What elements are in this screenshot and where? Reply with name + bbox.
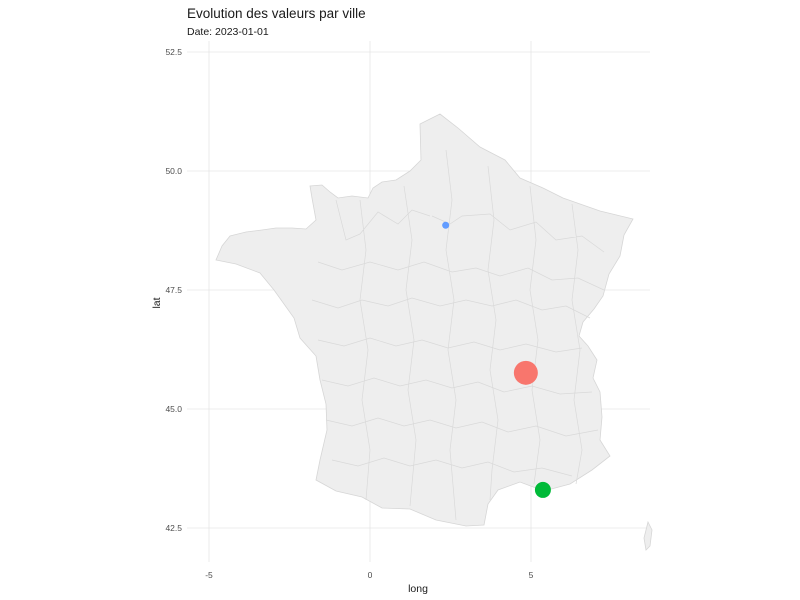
city-point	[534, 481, 551, 498]
y-tick-label: 47.5	[165, 285, 182, 295]
y-tick-label: 45.0	[165, 404, 182, 414]
department-borders	[311, 149, 605, 521]
x-tick-label: 5	[529, 570, 534, 580]
chart-title: Evolution des valeurs par ville	[187, 6, 366, 21]
points	[442, 221, 551, 498]
city-point	[442, 221, 450, 229]
y-axis-ticks: 42.5 45.0 47.5 50.0 52.5	[165, 47, 182, 533]
france-map	[215, 113, 653, 551]
y-tick-label: 52.5	[165, 47, 182, 57]
y-tick-label: 42.5	[165, 523, 182, 533]
city-point	[513, 360, 538, 385]
france-outline	[215, 113, 634, 527]
x-axis-ticks: -5 0 5	[205, 570, 533, 580]
chart-subtitle: Date: 2023-01-01	[187, 26, 269, 38]
corsica	[643, 520, 653, 551]
x-axis-label: long	[408, 583, 428, 595]
x-tick-label: -5	[205, 570, 213, 580]
x-tick-label: 0	[368, 570, 373, 580]
y-axis-label: lat	[151, 297, 163, 308]
y-tick-label: 50.0	[165, 166, 182, 176]
